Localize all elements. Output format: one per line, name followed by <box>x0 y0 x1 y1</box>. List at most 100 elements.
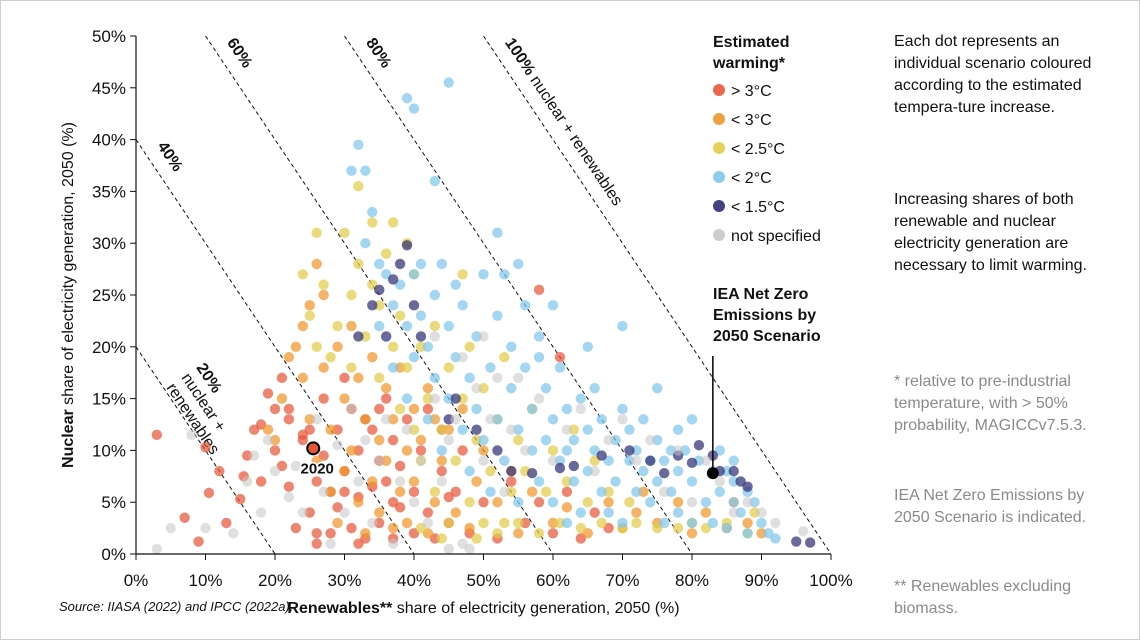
legend-label-gt3: > 3°C <box>731 83 772 100</box>
y-axis-title: Nuclear share of electricity generation,… <box>60 122 77 468</box>
x-tick-label: 70% <box>605 571 639 590</box>
scatter-point-lt2 <box>686 517 698 529</box>
scatter-point-lt15 <box>394 258 406 270</box>
scatter-point-gt3 <box>561 486 573 498</box>
scatter-point-lt3 <box>262 424 274 435</box>
scatter-point-lt15 <box>791 536 802 547</box>
scatter-point-na <box>672 445 684 456</box>
scatter-point-lt2 <box>353 139 364 150</box>
scatter-point-gt3 <box>290 522 302 534</box>
scatter-point-lt25 <box>332 320 343 332</box>
scatter-point-lt2 <box>575 393 586 404</box>
scatter-point-lt2 <box>645 497 656 508</box>
scatter-point-na <box>429 331 441 342</box>
scatter-point-lt25 <box>304 310 315 321</box>
scatter-point-lt3 <box>422 383 434 394</box>
scatter-point-lt3 <box>478 445 489 456</box>
scatter-point-lt3 <box>339 393 350 404</box>
scatter-point-lt2 <box>728 455 739 466</box>
scatter-point-na <box>429 393 441 404</box>
scatter-point-lt25 <box>394 310 406 321</box>
scatter-point-lt3 <box>360 528 371 539</box>
scatter-point-na <box>485 414 496 425</box>
scatter-point-lt2 <box>652 383 663 394</box>
legend-swatch-lt25 <box>713 142 725 154</box>
scatter-point-lt3 <box>367 476 378 487</box>
scatter-point-lt2 <box>506 383 517 394</box>
scatter-point-lt2 <box>499 269 510 280</box>
scatter-point-lt2 <box>401 393 413 404</box>
scatter-point-lt25 <box>485 465 496 477</box>
scatter-point-gt3 <box>311 528 322 539</box>
scatter-point-na <box>186 429 197 441</box>
scatter-point-na <box>443 434 454 446</box>
scatter-point-lt2 <box>520 362 531 373</box>
scatter-point-lt15 <box>693 440 705 451</box>
scatter-point-lt2 <box>520 300 531 311</box>
scatter-point-lt15 <box>742 481 753 492</box>
scatter-point-lt3 <box>492 497 503 508</box>
scatter-point-lt3 <box>394 486 406 498</box>
scatter-point-na <box>297 507 308 518</box>
scatter-point-gt3 <box>214 465 225 477</box>
scatter-point-lt2 <box>603 507 614 518</box>
x-tick-label: 90% <box>744 571 778 590</box>
scatter-point-gt3 <box>269 445 281 456</box>
scatter-point-lt3 <box>457 403 468 415</box>
scatter-point-lt3 <box>561 502 573 513</box>
scatter-point-na <box>422 517 434 529</box>
scatter-point-na <box>200 522 211 534</box>
scatter-point-lt3 <box>686 528 698 539</box>
legend-label-lt2: < 2°C <box>731 170 772 187</box>
scatter-point-lt2 <box>659 455 670 466</box>
scatter-point-lt15 <box>645 455 656 466</box>
scatter-point-gt3 <box>269 403 281 415</box>
sum-line-label-80: 80% <box>362 35 394 71</box>
scatter-point-gt3 <box>401 414 413 425</box>
scatter-point-lt2 <box>554 362 566 373</box>
scatter-point-lt2 <box>360 238 371 249</box>
scatter-point-gt3 <box>387 434 399 446</box>
scatter-point-lt2 <box>485 486 496 498</box>
scatter-point-lt3 <box>513 528 524 539</box>
scatter-point-lt2 <box>492 227 503 239</box>
label-iea: IEA Net Zero Emissions by 2050 Scenario <box>713 286 821 345</box>
scatter-point-gt3 <box>297 429 308 441</box>
scatter-point-lt2 <box>610 476 621 487</box>
scatter-point-lt2 <box>617 403 628 415</box>
scatter-point-na <box>339 507 350 518</box>
scatter-point-lt15 <box>401 240 413 251</box>
scatter-point-lt3 <box>332 341 343 352</box>
scatter-point-lt2 <box>374 258 385 270</box>
scatter-point-gt3 <box>478 497 489 508</box>
scatter-point-lt25 <box>672 522 684 534</box>
scatter-point-lt15 <box>471 424 482 435</box>
scatter-point-lt3 <box>339 465 350 477</box>
scatter-point-lt2 <box>561 517 573 529</box>
scatter-point-lt2 <box>429 372 441 384</box>
scatter-point-lt25 <box>443 362 454 373</box>
y-tick-label: 40% <box>92 131 126 150</box>
scatter-point-gt3 <box>443 491 454 503</box>
scatter-point-lt15 <box>387 274 399 285</box>
scatter-point-lt25 <box>582 497 593 508</box>
scatter-point-gt3 <box>179 512 190 523</box>
x-tick-label: 0% <box>124 571 149 590</box>
message-text: Increasing shares of both renewable and … <box>894 191 1087 274</box>
legend-swatch-lt15 <box>713 200 725 212</box>
scatter-point-lt2 <box>478 434 489 446</box>
scatter-point-gt3 <box>533 497 545 508</box>
scatter-point-gt3 <box>422 507 434 518</box>
x-tick-label: 60% <box>536 571 570 590</box>
scatter-point-lt2 <box>721 522 732 534</box>
scatter-point-lt25 <box>478 517 489 529</box>
sum-line-label-60: 60% <box>223 35 255 71</box>
scatter-point-lt2 <box>638 465 649 477</box>
scatter-point-lt2 <box>568 434 580 446</box>
scatter-point-lt15 <box>450 393 461 404</box>
scatter-point-lt25 <box>492 528 503 539</box>
scatter-point-na <box>353 476 364 487</box>
scatter-point-lt15 <box>596 450 607 461</box>
scatter-point-lt2 <box>770 533 781 544</box>
scatter-point-gt3 <box>221 517 232 529</box>
